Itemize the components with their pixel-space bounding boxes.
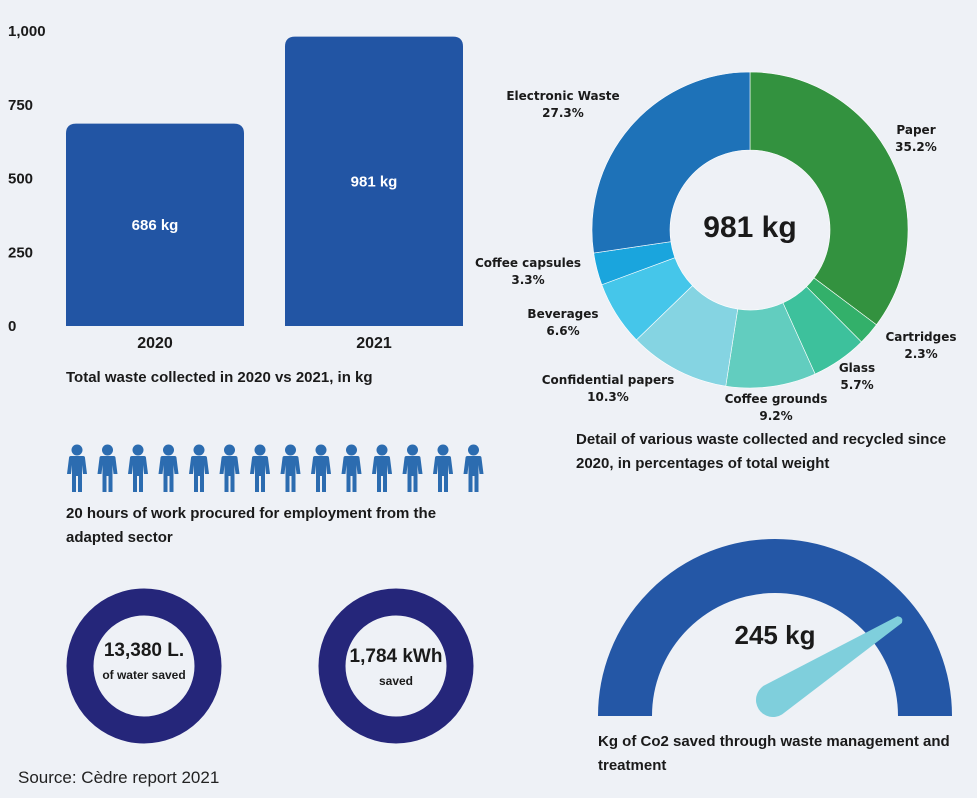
source-note: Source: Cèdre report 2021 <box>18 768 220 787</box>
donut-slice-electronic-waste <box>591 71 751 254</box>
water-ring <box>66 588 222 744</box>
donut-slice-paper <box>749 71 909 326</box>
donut-slice-percent: 35.2% <box>895 140 937 154</box>
energy-ring <box>318 588 474 744</box>
y-tick-label: 500 <box>8 171 33 188</box>
person-icon <box>433 444 453 492</box>
donut-slice-percent: 2.3% <box>904 347 937 361</box>
person-icon <box>311 444 331 492</box>
person-icon <box>189 444 209 492</box>
energy-saved-text: 1,784 kWh saved <box>331 646 461 688</box>
person-icon <box>67 444 87 492</box>
donut-slice-name: Electronic Waste <box>506 89 619 103</box>
person-icon <box>219 444 240 492</box>
energy-ring-circle <box>318 588 474 744</box>
people-icon-row <box>67 444 484 492</box>
person-icon <box>463 444 484 492</box>
gauge-arc <box>598 539 952 717</box>
energy-saved-label: saved <box>378 674 414 688</box>
donut-slice-percent: 6.6% <box>546 324 579 338</box>
x-tick-label: 2020 <box>137 335 173 352</box>
person-icon <box>250 444 270 492</box>
co2-value: 245 kg <box>735 620 816 650</box>
y-tick-label: 0 <box>8 318 16 335</box>
donut-slice-name: Coffee grounds <box>725 392 828 406</box>
bar-data-label: 686 kg <box>132 217 179 234</box>
water-saved-label: of water saved <box>102 668 186 682</box>
donut-slice-percent: 9.2% <box>759 409 792 423</box>
person-icon <box>97 444 118 492</box>
donut-chart: Paper 35.2% Cartridges 2.3% Glass 5.7% Coffee … <box>475 71 957 423</box>
y-tick-label: 250 <box>8 244 33 261</box>
employment-caption: 20 hours of work procured for employment… <box>66 505 437 546</box>
donut-slice-name: Glass <box>839 361 875 375</box>
x-tick-label: 2021 <box>356 335 392 352</box>
donut-slice-name: Coffee capsules <box>475 256 581 270</box>
bar-2021 <box>285 36 463 326</box>
donut-slice-name: Cartridges <box>885 330 956 344</box>
water-ring-circle <box>66 588 222 744</box>
gauge-needle <box>756 616 903 717</box>
person-icon <box>402 444 423 492</box>
donut-slice-percent: 5.7% <box>840 378 873 392</box>
bar-chart-caption: Total waste collected in 2020 vs 2021, i… <box>66 369 373 386</box>
donut-slice-percent: 10.3% <box>587 390 629 404</box>
water-saved-value: 13,380 L. <box>103 640 185 661</box>
co2-caption: Kg of Co2 saved through waste management… <box>598 733 950 774</box>
donut-slice-name: Paper <box>896 123 935 137</box>
donut-slice-name: Confidential papers <box>542 373 674 387</box>
person-icon <box>128 444 148 492</box>
person-icon <box>341 444 362 492</box>
bar-chart: 0 250 500 750 1,000 686 kg 981 kg 2020 2021 <box>8 23 463 352</box>
donut-chart-caption: Detail of various waste collected and re… <box>576 431 947 472</box>
bar-data-label: 981 kg <box>351 173 398 190</box>
donut-slice-percent: 27.3% <box>542 106 584 120</box>
co2-gauge: 245 kg <box>598 539 952 717</box>
y-tick-label: 750 <box>8 97 33 114</box>
person-icon <box>158 444 179 492</box>
y-tick-label: 1,000 <box>8 23 46 40</box>
energy-saved-value: 1,784 kWh <box>349 646 443 667</box>
donut-slice-name: Beverages <box>527 307 598 321</box>
bar-2020 <box>66 123 244 326</box>
donut-slice-percent: 3.3% <box>511 273 544 287</box>
person-icon <box>372 444 392 492</box>
donut-center-label: 981 kg <box>703 211 796 244</box>
water-saved-text: 13,380 L. of water saved <box>84 640 204 682</box>
person-icon <box>280 444 301 492</box>
